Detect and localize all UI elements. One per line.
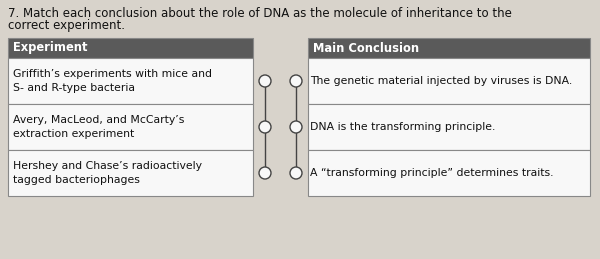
Text: Avery, MacLeod, and McCarty’s: Avery, MacLeod, and McCarty’s xyxy=(13,115,184,125)
Circle shape xyxy=(290,121,302,133)
Text: Griffith’s experiments with mice and: Griffith’s experiments with mice and xyxy=(13,69,212,79)
Circle shape xyxy=(259,167,271,179)
FancyBboxPatch shape xyxy=(308,38,590,58)
Text: correct experiment.: correct experiment. xyxy=(8,19,125,32)
Text: DNA is the transforming principle.: DNA is the transforming principle. xyxy=(310,122,496,132)
Text: Hershey and Chase’s radioactively: Hershey and Chase’s radioactively xyxy=(13,161,202,171)
FancyBboxPatch shape xyxy=(308,150,590,196)
FancyBboxPatch shape xyxy=(8,150,253,196)
Text: 7. Match each conclusion about the role of DNA as the molecule of inheritance to: 7. Match each conclusion about the role … xyxy=(8,7,512,20)
Text: extraction experiment: extraction experiment xyxy=(13,129,134,139)
Circle shape xyxy=(290,167,302,179)
FancyBboxPatch shape xyxy=(308,104,590,150)
Text: A “transforming principle” determines traits.: A “transforming principle” determines tr… xyxy=(310,168,554,178)
Text: Experiment: Experiment xyxy=(13,41,88,54)
FancyBboxPatch shape xyxy=(308,58,590,104)
FancyBboxPatch shape xyxy=(8,58,253,104)
FancyBboxPatch shape xyxy=(8,104,253,150)
Circle shape xyxy=(259,121,271,133)
Text: The genetic material injected by viruses is DNA.: The genetic material injected by viruses… xyxy=(310,76,572,86)
Circle shape xyxy=(290,75,302,87)
Text: S- and R-type bacteria: S- and R-type bacteria xyxy=(13,83,135,93)
Text: tagged bacteriophages: tagged bacteriophages xyxy=(13,175,140,185)
Text: Main Conclusion: Main Conclusion xyxy=(313,41,419,54)
Circle shape xyxy=(259,75,271,87)
FancyBboxPatch shape xyxy=(8,38,253,58)
